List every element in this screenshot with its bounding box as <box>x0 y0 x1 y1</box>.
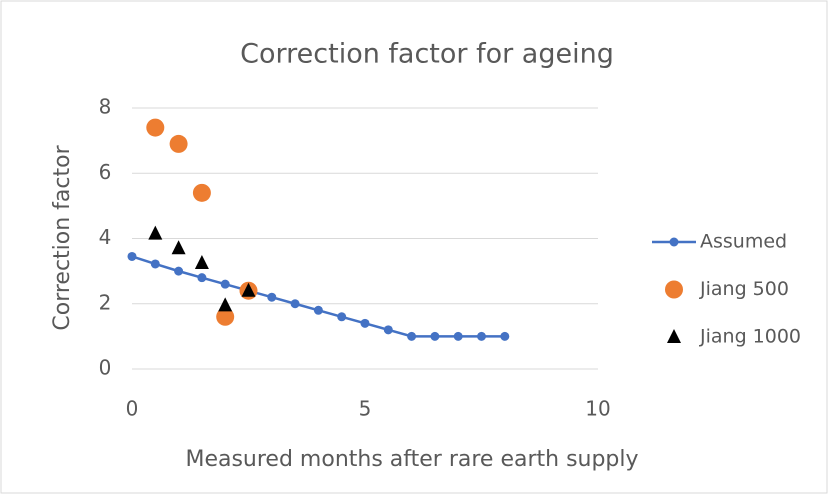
point <box>192 183 211 202</box>
point <box>500 331 510 341</box>
x-axis-label: Measured months after rare earth supply <box>185 447 638 472</box>
point <box>267 292 277 302</box>
legend-marker <box>667 329 681 343</box>
y-axis-label: Correction factor <box>50 144 75 330</box>
point <box>171 240 186 255</box>
point <box>150 259 160 269</box>
point <box>216 307 235 326</box>
point <box>453 331 463 341</box>
point <box>360 318 370 328</box>
point <box>218 297 233 312</box>
point <box>477 331 486 341</box>
point <box>194 254 209 269</box>
point <box>220 279 230 289</box>
point <box>430 331 440 341</box>
x-tick-label: 0 <box>126 397 139 421</box>
point <box>169 134 188 153</box>
point <box>241 282 256 297</box>
point <box>146 118 165 137</box>
point <box>290 299 300 309</box>
legend-label: Jiang 1000 <box>699 326 801 348</box>
x-tick-label: 10 <box>585 397 610 421</box>
x-tick-label: 5 <box>359 397 372 421</box>
point <box>148 225 163 240</box>
legend-marker <box>669 237 679 247</box>
y-tick-label: 8 <box>99 95 112 119</box>
point <box>407 331 417 341</box>
legend-marker <box>665 280 683 299</box>
y-tick-label: 0 <box>99 356 112 380</box>
y-tick-label: 6 <box>99 160 112 184</box>
y-tick-label: 2 <box>99 290 112 314</box>
legend-label: Assumed <box>700 231 787 253</box>
point <box>197 273 207 283</box>
point <box>313 305 323 315</box>
y-tick-label: 4 <box>99 225 112 249</box>
chart-title: Correction factor for ageing <box>240 39 614 70</box>
point <box>174 266 184 276</box>
point <box>383 325 393 335</box>
legend-label: Jiang 500 <box>699 278 789 300</box>
point <box>127 251 137 261</box>
point <box>337 312 347 322</box>
